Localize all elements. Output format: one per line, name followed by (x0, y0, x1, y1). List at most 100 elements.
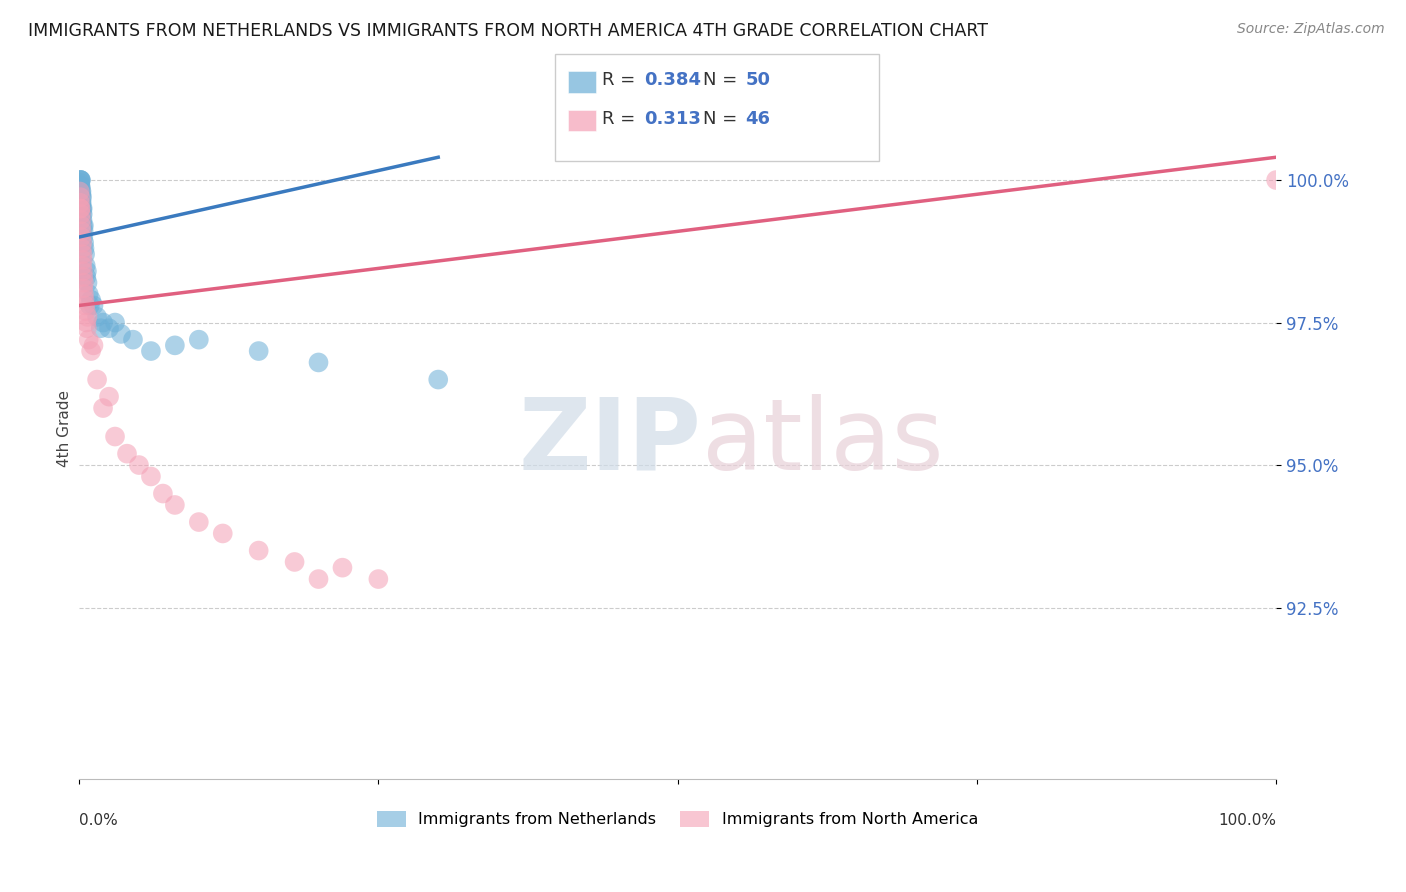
Point (139, 344, 162, 359)
Text: IMMIGRANTS FROM NETHERLANDS VS IMMIGRANTS FROM NORTH AMERICA 4TH GRADE CORRELATI: IMMIGRANTS FROM NETHERLANDS VS IMMIGRANT… (28, 22, 988, 40)
Point (70, 185, 93, 199)
Point (70, 195, 93, 210)
Point (69, 178, 91, 193)
Point (69, 202, 91, 216)
Point (77, 333, 100, 347)
Point (73, 293, 96, 307)
Point (72, 207, 94, 221)
Point (69, 190, 91, 204)
Point (82, 298, 104, 312)
Text: 0.384: 0.384 (644, 71, 702, 89)
Point (80, 344, 103, 359)
Text: ZIP: ZIP (519, 393, 702, 491)
Point (70, 219, 93, 233)
Point (79, 298, 101, 312)
Point (247, 543, 270, 558)
Point (110, 326, 132, 341)
Point (284, 555, 307, 569)
Point (75, 304, 97, 318)
Point (308, 572, 330, 586)
Point (72, 213, 94, 227)
Point (91, 316, 114, 330)
Point (86, 373, 108, 387)
Point (72, 269, 94, 284)
Point (76, 264, 98, 278)
Point (73, 219, 96, 233)
Text: 0.313: 0.313 (644, 110, 700, 128)
Point (69, 173, 91, 187)
Point (77, 287, 100, 301)
Point (72, 219, 94, 233)
Point (98, 321, 121, 335)
Text: 0.0%: 0.0% (79, 813, 118, 828)
Point (69, 178, 91, 193)
Point (75, 298, 97, 312)
Point (73, 224, 96, 238)
Point (70, 230, 93, 244)
Point (69, 202, 91, 216)
Point (73, 242, 96, 256)
Point (1265, 173, 1288, 187)
Text: N =: N = (703, 110, 742, 128)
Point (69, 176, 91, 190)
Point (75, 269, 97, 284)
Text: R =: R = (602, 71, 641, 89)
Point (86, 310, 108, 324)
Point (70, 235, 93, 250)
Point (73, 276, 96, 290)
Point (139, 469, 162, 483)
Point (72, 202, 94, 216)
Point (104, 429, 127, 443)
Point (187, 333, 209, 347)
Point (115, 447, 138, 461)
Point (75, 316, 97, 330)
Point (70, 173, 93, 187)
Point (73, 235, 96, 250)
Point (98, 390, 121, 404)
Point (69, 178, 91, 193)
Point (91, 401, 114, 415)
Point (70, 207, 93, 221)
Point (70, 195, 93, 210)
Point (82, 338, 104, 352)
Text: atlas: atlas (702, 393, 943, 491)
Point (70, 213, 93, 227)
Point (367, 572, 389, 586)
Point (75, 247, 97, 261)
Point (152, 486, 174, 500)
Point (187, 515, 209, 529)
Point (70, 224, 93, 238)
Point (128, 458, 150, 472)
Point (427, 373, 450, 387)
Point (72, 247, 94, 261)
Point (70, 190, 93, 204)
Point (70, 259, 93, 273)
Point (211, 526, 233, 541)
Point (72, 264, 94, 278)
Point (75, 259, 97, 273)
Text: 100.0%: 100.0% (1218, 813, 1277, 828)
Point (332, 560, 354, 574)
Point (70, 242, 93, 256)
Point (163, 338, 186, 352)
Point (69, 185, 91, 199)
Text: 46: 46 (745, 110, 770, 128)
Point (72, 281, 94, 295)
Point (308, 355, 330, 369)
Point (69, 195, 91, 210)
Point (163, 498, 186, 512)
Point (76, 276, 98, 290)
Y-axis label: 4th Grade: 4th Grade (58, 390, 72, 467)
Point (76, 321, 98, 335)
Point (69, 173, 91, 187)
Point (70, 181, 93, 195)
Text: N =: N = (703, 71, 742, 89)
Point (69, 173, 91, 187)
Point (72, 252, 94, 267)
Point (80, 293, 103, 307)
Point (72, 230, 94, 244)
Point (122, 333, 145, 347)
Point (90, 321, 112, 335)
Point (70, 202, 93, 216)
Point (247, 344, 270, 359)
